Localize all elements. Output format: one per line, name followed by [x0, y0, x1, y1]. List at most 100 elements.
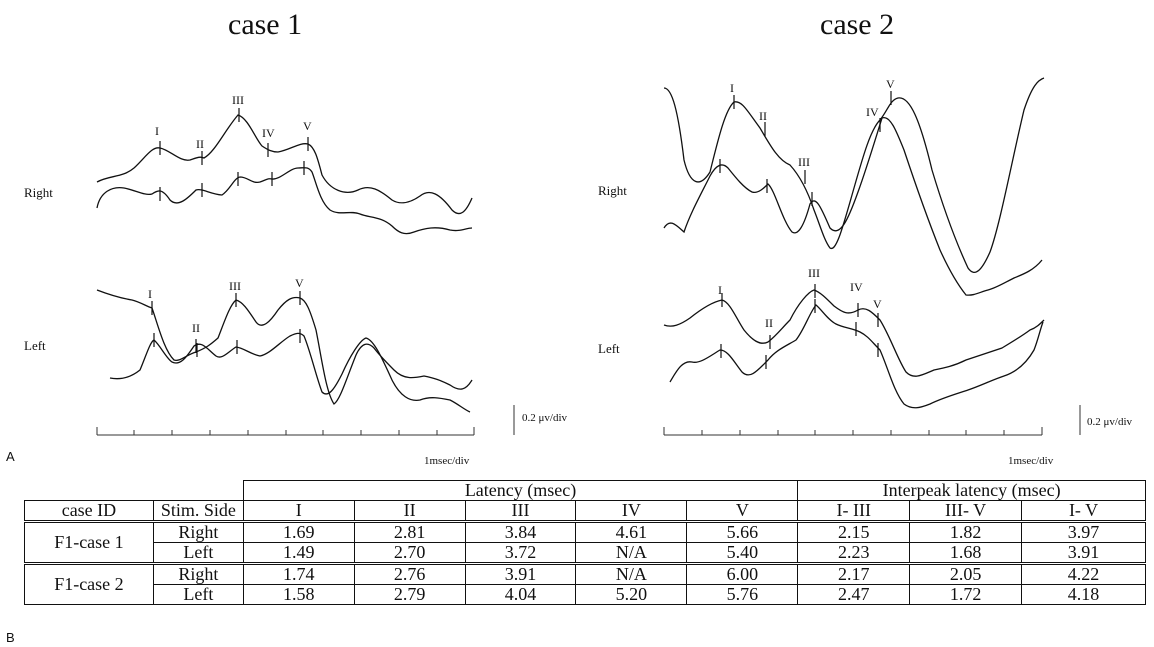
value-cell: 2.05: [909, 562, 1023, 585]
case1-right-peaks: I II III IV V: [155, 93, 312, 201]
value-cell: 1.68: [909, 542, 1023, 564]
case2-amplitude-scale: 0.2 μv/div: [1087, 416, 1133, 428]
case2-left-label: Left: [598, 341, 620, 356]
peak-label-ii: II: [192, 321, 200, 335]
value-cell: 2.79: [353, 584, 466, 605]
value-cell: 3.97: [1021, 521, 1146, 543]
value-cell: 2.81: [353, 521, 466, 543]
value-cell: 2.17: [797, 562, 911, 585]
peak-label-iii: III: [798, 155, 810, 169]
peak-label-v: V: [886, 77, 895, 91]
case2-time-scale: 1msec/div: [1008, 455, 1054, 467]
case2-left-trace-b: [669, 304, 1044, 409]
col-header-iii: III: [464, 500, 577, 523]
latency-group-header: Latency (msec): [242, 480, 799, 501]
peak-label-iii: III: [808, 266, 820, 280]
value-cell: 2.47: [797, 584, 911, 605]
case2-axes: [663, 405, 1081, 436]
latency-table: Latency (msec) Interpeak latency (msec) …: [24, 480, 1146, 605]
value-cell: N/A: [575, 542, 688, 564]
value-cell: 4.18: [1021, 584, 1146, 605]
panel-b-label: B: [6, 630, 15, 645]
peak-label-i: I: [730, 81, 734, 95]
peak-label-i: I: [718, 283, 722, 297]
stim-side-cell: Left: [152, 542, 244, 564]
col-header-iv: IV: [575, 500, 688, 523]
peak-label-v: V: [873, 297, 882, 311]
case2-title: case 2: [820, 8, 895, 41]
interpeak-group-header: Interpeak latency (msec): [797, 480, 1146, 501]
case2-left-peaks: I II III IV V: [718, 266, 882, 369]
peak-label-v: V: [295, 276, 304, 290]
col-header-ii: II: [353, 500, 466, 523]
col-header-i-iii: I- III: [797, 500, 911, 523]
value-cell: 5.76: [686, 584, 799, 605]
case2-right-peaks: I II III IV V: [719, 77, 895, 206]
table-row: F1-case 1 Right 1.69 2.81 3.84 4.61 5.66…: [24, 521, 1146, 564]
case1-left-trace-b: [109, 332, 471, 413]
peak-label-iii: III: [229, 279, 241, 293]
value-cell: 4.22: [1021, 562, 1146, 585]
case2-right-label: Right: [598, 183, 627, 198]
value-cell: 2.15: [797, 521, 911, 543]
value-cell: 5.66: [686, 521, 799, 543]
col-header-i-v: I- V: [1021, 500, 1146, 523]
col-header-case-id: case ID: [24, 500, 154, 523]
peak-label-iv: IV: [866, 105, 879, 119]
value-cell: 2.23: [797, 542, 911, 564]
peak-label-iii: III: [232, 93, 244, 107]
case-id-cell: F1-case 1: [24, 521, 154, 564]
case1-left-trace-a: [96, 289, 473, 405]
col-header-stim-side: Stim. Side: [152, 500, 244, 523]
case1-right-label: Right: [24, 185, 53, 200]
value-cell: 5.40: [686, 542, 799, 564]
peak-label-i: I: [148, 287, 152, 301]
table-row: Left 1.58 2.79 4.04 5.20 5.76 2.47 1.72 …: [25, 584, 1146, 605]
value-cell: 2.70: [353, 542, 466, 564]
value-cell: 5.20: [575, 584, 688, 605]
value-cell: 3.84: [464, 521, 577, 543]
peak-label-iv: IV: [850, 280, 863, 294]
case2-right-trace-a: [663, 77, 1045, 273]
peak-label-ii: II: [759, 109, 767, 123]
peak-label-ii: II: [196, 137, 204, 151]
col-header-iii-v: III- V: [909, 500, 1023, 523]
panel-a-label: A: [6, 449, 15, 464]
value-cell: 3.91: [1021, 542, 1146, 564]
value-cell: 3.91: [464, 562, 577, 585]
stim-side-cell: Right: [152, 521, 244, 543]
table-row: Left 1.49 2.70 3.72 N/A 5.40 2.23 1.68 3…: [25, 542, 1146, 564]
case1-amplitude-scale: 0.2 μv/div: [522, 412, 568, 424]
case1-time-scale: 1msec/div: [424, 455, 470, 467]
case1-left-peaks: I II III V: [148, 276, 304, 357]
col-header-v: V: [686, 500, 799, 523]
peak-label-v: V: [303, 119, 312, 133]
abr-waveforms: I II III IV V I II III V I II III: [96, 77, 1081, 436]
case2-right-trace-b: [663, 117, 1043, 296]
stim-side-cell: Right: [152, 562, 244, 585]
value-cell: 1.72: [909, 584, 1023, 605]
case-id-cell: F1-case 2: [24, 562, 154, 605]
value-cell: 2.76: [353, 562, 466, 585]
case1-left-label: Left: [24, 338, 46, 353]
value-cell: 1.74: [242, 562, 355, 585]
case1-right-trace-b: [96, 167, 473, 235]
table-row: F1-case 2 Right 1.74 2.76 3.91 N/A 6.00 …: [24, 562, 1146, 605]
peak-label-i: I: [155, 124, 159, 138]
value-cell: 6.00: [686, 562, 799, 585]
value-cell: 1.69: [242, 521, 355, 543]
case1-axes: [96, 405, 515, 436]
value-cell: 1.49: [242, 542, 355, 564]
value-cell: 3.72: [464, 542, 577, 564]
col-header-i: I: [242, 500, 355, 523]
case1-title: case 1: [228, 8, 303, 41]
case1-right-trace-a: [96, 114, 473, 215]
value-cell: 4.04: [464, 584, 577, 605]
peak-label-ii: II: [765, 316, 773, 330]
peak-label-iv: IV: [262, 126, 275, 140]
stim-side-cell: Left: [152, 584, 244, 605]
case2-left-trace-a: [663, 289, 1045, 377]
value-cell: 1.82: [909, 521, 1023, 543]
value-cell: 1.58: [242, 584, 355, 605]
value-cell: N/A: [575, 562, 688, 585]
